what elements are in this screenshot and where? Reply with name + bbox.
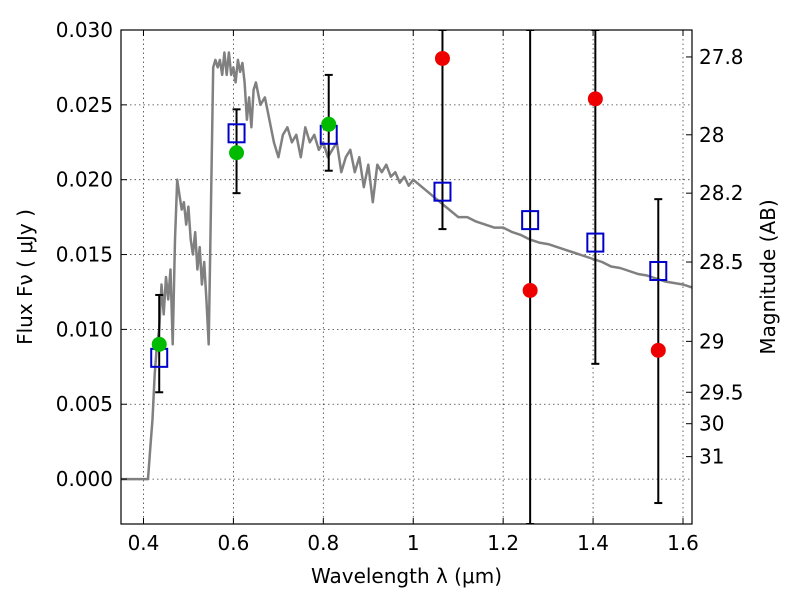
y-tick-label: 0.015: [56, 243, 113, 267]
right-tick-label: 27.8: [699, 45, 744, 69]
x-tick-label: 1.4: [577, 531, 609, 555]
green-data-point: [321, 116, 337, 132]
model-photometry-square: [521, 210, 540, 231]
y-tick-label: 0.020: [56, 168, 113, 192]
y-axis-title: Flux Fν ( μJy ): [13, 209, 37, 345]
x-tick-label: 0.6: [217, 531, 249, 555]
model-photometry-square: [433, 181, 452, 202]
y-tick-label: 0.010: [56, 317, 113, 341]
y-tick-label: 0.000: [56, 467, 113, 491]
right-tick-label: 28: [699, 123, 724, 147]
green-data-point: [151, 336, 167, 352]
x-tick-label: 1.2: [487, 531, 519, 555]
x-tick-label: 0.4: [128, 531, 160, 555]
plot-frame: [120, 29, 693, 525]
x-tick-label: 1.6: [667, 531, 699, 555]
y-tick-label: 0.025: [56, 93, 113, 117]
red-data-point: [434, 50, 450, 66]
x-axis-title: Wavelength λ (μm): [311, 564, 502, 588]
right-tick-label: 28.2: [699, 181, 744, 205]
right-tick-label: 31: [699, 445, 724, 469]
model-photometry-square: [227, 123, 246, 144]
right-tick-label: 29: [699, 329, 724, 353]
green-data-point: [229, 145, 245, 161]
right-tick-label: 30: [699, 412, 724, 436]
red-data-point: [587, 91, 603, 107]
right-tick-label: 29.5: [699, 380, 744, 404]
y-tick-label: 0.030: [56, 18, 113, 42]
y-tick-label: 0.005: [56, 392, 113, 416]
model-spectrum-line: [121, 51, 692, 481]
x-tick-label: 0.8: [307, 531, 339, 555]
x-tick-label: 1: [407, 531, 420, 555]
right-axis-title: Magnitude (AB): [756, 199, 780, 354]
right-tick-label: 28.5: [699, 250, 744, 274]
model-photometry-square: [586, 232, 605, 253]
red-data-point: [650, 342, 666, 358]
red-data-point: [522, 282, 538, 298]
axis-ticks: 0.4 0.6 0.8 1 1.2 1.4 1.6 0.000 0.005 0.010 0.015 0…: [56, 18, 744, 555]
plot-area: [121, 30, 692, 524]
model-photometry-square: [649, 261, 668, 282]
plot-content: [121, 30, 692, 524]
